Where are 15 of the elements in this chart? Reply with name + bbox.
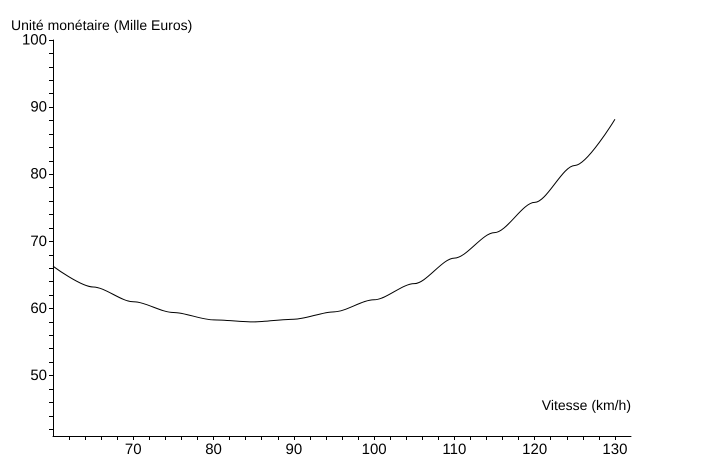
x-tick-label: 100 [362,441,387,458]
x-tick-label: 130 [602,441,628,458]
y-tick-label: 50 [30,367,47,384]
y-tick-label: 80 [30,166,47,183]
x-axis-title: Vitesse (km/h) [542,397,631,413]
y-axis-title: Unité monétaire (Mille Euros) [11,17,192,33]
x-tick-label: 110 [442,441,466,458]
x-tick-label: 80 [205,441,222,458]
y-tick-label: 70 [30,232,47,250]
x-tick-label: 70 [124,441,142,458]
y-tick-label: 60 [30,300,47,317]
x-tick-label: 90 [285,441,302,458]
y-tick-label: 90 [30,98,47,116]
x-tick-label: 120 [522,441,548,458]
y-tick-label: 100 [22,32,47,48]
